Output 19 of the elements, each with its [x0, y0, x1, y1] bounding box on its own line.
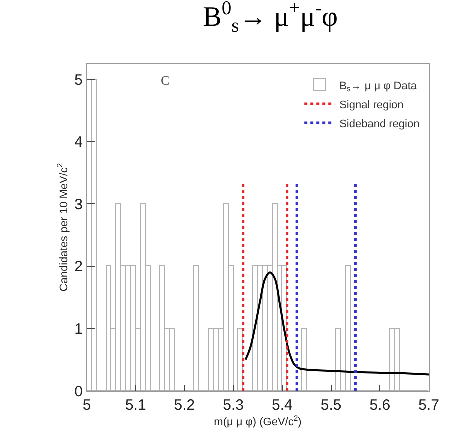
x-axis-title: m(μ μ φ) (GeV/c$^{2}$)	[214, 414, 302, 429]
x-tick-label: 5.2	[174, 397, 196, 414]
legend-label: B$_{s}$→ μ μ φ Data	[340, 80, 418, 94]
annotation: C	[161, 73, 170, 88]
x-tick-label: 5.1	[125, 397, 146, 414]
x-tick-label: 5.6	[370, 397, 391, 414]
legend-label: Sideband region	[340, 118, 420, 130]
y-tick-label: 0	[74, 383, 83, 400]
legend-label: Signal region	[340, 99, 404, 112]
x-tick-label: 5.4	[272, 397, 293, 414]
y-tick-label: 2	[74, 258, 83, 276]
chart-title: B$^{0}$$_{s}$→ μ$^{+}$μ$^{-}$φ	[203, 0, 338, 38]
y-tick-label: 1	[74, 320, 83, 338]
x-tick-label: 5.3	[223, 397, 244, 414]
x-tick-label: 5.5	[320, 397, 342, 414]
y-tick-label: 4	[74, 134, 83, 152]
y-tick-label: 3	[74, 196, 83, 214]
y-tick-label: 5	[74, 72, 83, 89]
x-tick-label: 5.7	[418, 397, 440, 414]
